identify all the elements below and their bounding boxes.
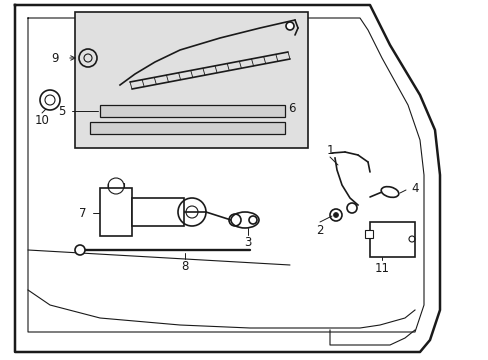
Text: 6: 6 — [287, 102, 295, 114]
Text: 10: 10 — [35, 113, 49, 126]
Text: 11: 11 — [374, 261, 389, 274]
Bar — [100, 105, 285, 117]
Circle shape — [285, 22, 293, 30]
Bar — [90, 122, 285, 134]
Circle shape — [75, 245, 85, 255]
Ellipse shape — [230, 212, 259, 228]
Text: 4: 4 — [410, 181, 418, 194]
Text: 9: 9 — [51, 51, 59, 64]
Bar — [364, 230, 372, 238]
Circle shape — [40, 90, 60, 110]
Ellipse shape — [381, 186, 398, 197]
Bar — [132, 198, 183, 226]
Circle shape — [333, 212, 338, 217]
Text: 5: 5 — [58, 104, 65, 117]
Bar — [75, 12, 307, 148]
Text: 1: 1 — [325, 144, 333, 157]
Text: 2: 2 — [316, 224, 323, 237]
Bar — [369, 222, 414, 257]
Bar — [100, 188, 132, 236]
Text: 3: 3 — [244, 235, 251, 248]
Text: 7: 7 — [79, 207, 86, 220]
Text: 8: 8 — [181, 260, 188, 273]
